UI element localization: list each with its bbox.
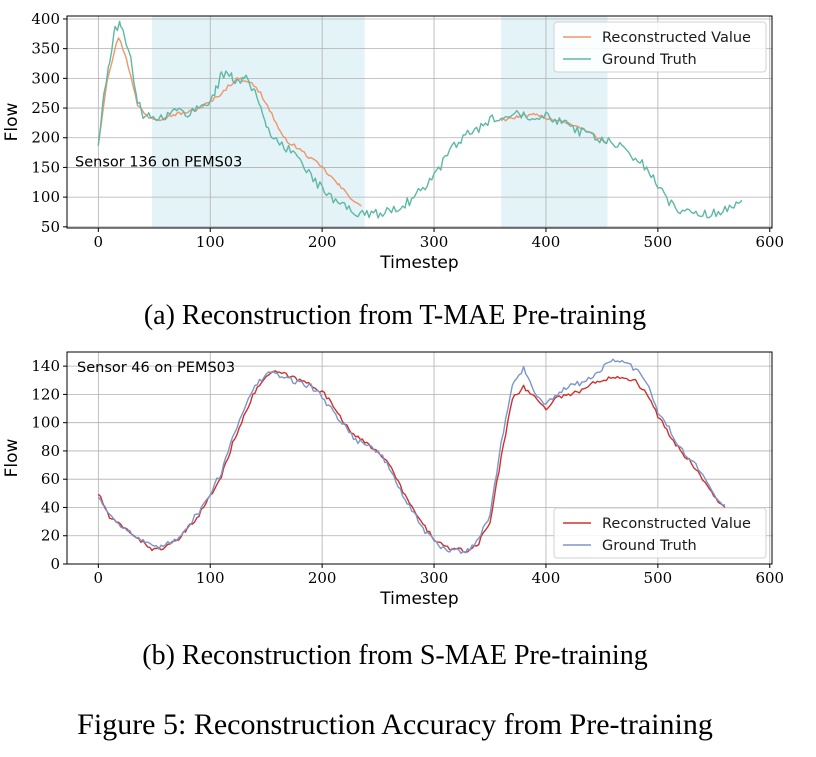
chart-b-ylabel: Flow <box>2 439 22 478</box>
x-tick-label: 500 <box>644 569 673 587</box>
y-tick-label: 140 <box>31 357 60 375</box>
series-ground-truth-line <box>97 358 726 554</box>
series-reconstructed-line <box>97 37 362 207</box>
chart-b-legend-box <box>553 507 767 559</box>
chart-b-annotation: Sensor 46 on PEMS03 <box>77 360 235 376</box>
y-tick-label: 350 <box>31 40 60 58</box>
x-tick-label: 400 <box>532 569 561 587</box>
figure-caption: Figure 5: Reconstruction Accuracy from P… <box>77 708 713 741</box>
chart-a-legend-truth-label: Ground Truth <box>602 52 697 68</box>
caption-a: (a) Reconstruction from T-MAE Pre-traini… <box>143 300 647 331</box>
y-tick-label: 0 <box>50 555 60 573</box>
chart-a-legend: Reconstructed Value Ground Truth <box>553 21 767 73</box>
y-tick-label: 400 <box>31 10 60 28</box>
x-tick-label: 200 <box>308 233 337 251</box>
chart-a-frame <box>66 15 773 229</box>
y-tick-label: 60 <box>41 470 60 488</box>
x-tick-label: 500 <box>644 233 673 251</box>
y-tick-label: 80 <box>41 442 60 460</box>
y-tick-label: 100 <box>31 414 60 432</box>
y-tick-label: 40 <box>41 498 60 516</box>
x-tick-label: 300 <box>420 569 449 587</box>
chart-b-legend-truth-label: Ground Truth <box>602 538 697 554</box>
chart-b: 0 100 200 300 400 500 600 0 20 40 60 80 100 120 140 Ti… <box>2 351 784 609</box>
x-tick-label: 100 <box>196 569 225 587</box>
series-ground-truth-line <box>97 20 743 219</box>
chart-a-xlabel: Timestep <box>379 253 458 273</box>
chart-a-legend-box <box>553 21 767 73</box>
x-tick-label: 600 <box>755 233 784 251</box>
masked-region-1 <box>152 16 365 228</box>
chart-a-ylabel: Flow <box>2 103 22 142</box>
y-tick-label: 250 <box>31 99 60 117</box>
x-tick-label: 0 <box>94 233 104 251</box>
chart-b-legend: Reconstructed Value Ground Truth <box>553 507 767 559</box>
y-tick-label: 20 <box>41 527 60 545</box>
y-tick-label: 100 <box>31 188 60 206</box>
y-tick-label: 50 <box>41 218 60 236</box>
x-tick-label: 600 <box>755 569 784 587</box>
chart-a: 0 100 200 300 400 500 600 50 100 150 200 250 300 350 4… <box>2 10 784 273</box>
chart-b-frame <box>66 351 773 565</box>
x-tick-label: 200 <box>308 569 337 587</box>
x-tick-label: 0 <box>94 569 104 587</box>
chart-b-xlabel: Timestep <box>379 589 458 609</box>
y-tick-label: 200 <box>31 129 60 147</box>
chart-a-annotation: Sensor 136 on PEMS03 <box>75 154 242 170</box>
chart-a-legend-recon-label: Reconstructed Value <box>602 30 751 46</box>
chart-b-legend-recon-label: Reconstructed Value <box>602 516 751 532</box>
y-tick-label: 120 <box>31 385 60 403</box>
x-tick-label: 300 <box>420 233 449 251</box>
y-tick-label: 300 <box>31 69 60 87</box>
y-tick-label: 150 <box>31 158 60 176</box>
series-reconstructed-line <box>97 370 726 553</box>
caption-b: (b) Reconstruction from S-MAE Pre-traini… <box>142 640 648 671</box>
x-tick-label: 400 <box>532 233 561 251</box>
x-tick-label: 100 <box>196 233 225 251</box>
